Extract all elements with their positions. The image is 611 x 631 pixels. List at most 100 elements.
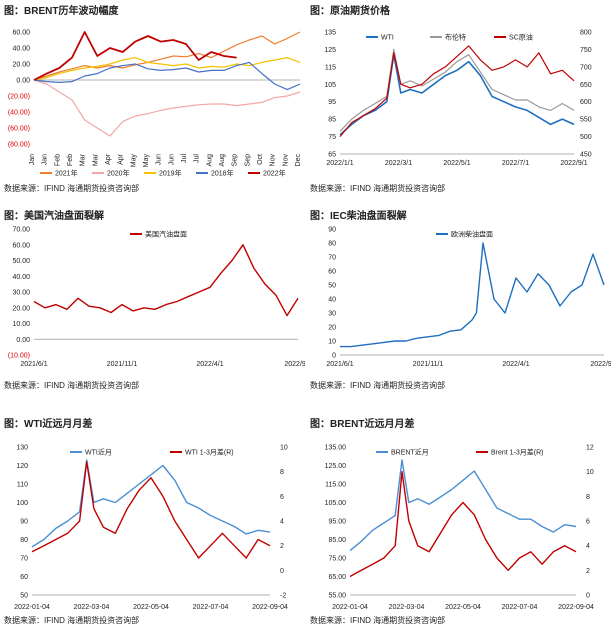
- y-tick-label: 85.00: [328, 537, 346, 544]
- y-tick-label: 60: [20, 574, 28, 581]
- y2-tick-label: 2: [586, 568, 590, 575]
- x-tick-label: 2022/7/1: [502, 160, 529, 167]
- y2-tick-label: 8: [586, 494, 590, 501]
- y-tick-label: 20: [328, 325, 336, 332]
- legend-label-0: 美国汽油盘面: [145, 230, 187, 239]
- y-tick-label: 40.00: [12, 46, 30, 53]
- x-tick-label: 2022/9/1: [284, 361, 305, 368]
- y2-tick-label: 2: [280, 543, 284, 550]
- x-tick-label: Dec: [295, 154, 302, 167]
- x-tick-label: 2021/6/1: [20, 361, 47, 368]
- x-tick-label: Sep: [244, 154, 251, 167]
- chart-iec-diesel-crack: 0 10 20 30 40 50 60 70 80 90 2021/6/1 2021/11/1 2022…: [326, 227, 611, 369]
- panel-brent-volatility: 图：BRENT历年波动幅度 (80.00) (60.00) (40.00) (20.0…: [0, 2, 305, 202]
- x-tick-label: 2022-01-04: [14, 604, 50, 611]
- y2-tick-label: 450: [580, 152, 592, 159]
- y2-tick-label: 0: [280, 568, 284, 575]
- x-tick-label: Apr: [105, 153, 112, 165]
- y-tick-label: (40.00): [8, 110, 30, 117]
- panel-source: 数据来源：IFIND 海通期货投资咨询部: [310, 616, 446, 625]
- series-line-1: [339, 48, 575, 132]
- panel-iec-diesel-crack: 图：IEC柴油盘面裂解 0 10 20 30 40 50 60 70 80 90 2021/6/1 2…: [306, 207, 611, 395]
- y2-tick-label: 650: [580, 82, 592, 89]
- y-tick-label: 115.00: [325, 482, 346, 489]
- panel-crude-futures-price: 图：原油期货价格 65 75 85 95 105 115 125 135 450 500 550 60…: [306, 2, 611, 202]
- legend-label-4: 2022年: [263, 169, 286, 178]
- y2-tick-label: 4: [280, 519, 284, 526]
- x-tick-label: Jun: [156, 154, 163, 165]
- legend-label-2: 2019年: [159, 169, 182, 178]
- y2-tick-label: 12: [586, 445, 594, 452]
- y-tick-label: 50: [328, 283, 336, 290]
- series-line-3: [33, 61, 301, 91]
- series-line-1: [349, 471, 577, 578]
- y-tick-label: 125.00: [325, 463, 347, 470]
- y-tick-label: 0: [332, 353, 336, 360]
- panel-title: 图：WTI近远月月差: [4, 419, 93, 430]
- x-tick-label: 2021/6/1: [326, 361, 353, 368]
- x-tick-label: 2022/5/1: [443, 160, 470, 167]
- x-tick-label: Aug: [206, 154, 213, 167]
- y-tick-label: 105.00: [325, 500, 347, 507]
- y-tick-label: 95: [328, 99, 336, 106]
- chart-wti-spread: 50 60 70 80 90 100 110 120 130 -2 0 2 4 6 8 10 2022-01-0…: [14, 445, 288, 612]
- y-tick-label: 60.00: [12, 30, 30, 37]
- x-tick-label: Jan: [42, 154, 49, 165]
- legend-label-0: WTI近月: [85, 448, 112, 457]
- series-line-1: [33, 79, 301, 137]
- x-tick-label: Nov: [282, 154, 289, 167]
- x-tick-label: 2022-03-04: [74, 604, 110, 611]
- x-tick-label: Oct: [257, 154, 264, 165]
- chart-crude-futures-price: 65 75 85 95 105 115 125 135 450 500 550 600 650 700 75…: [324, 30, 592, 168]
- y2-tick-label: 10: [586, 469, 594, 476]
- series-line-1: [31, 461, 271, 559]
- x-tick-label: Jul: [181, 154, 188, 163]
- legend-label-1: 2020年: [107, 169, 130, 178]
- panel-title: 图：BRENT历年波动幅度: [4, 6, 119, 17]
- y-tick-label: 95.00: [328, 519, 346, 526]
- x-tick-label: Aug: [219, 154, 226, 167]
- x-tick-label: 2022-01-04: [332, 604, 368, 611]
- y2-tick-label: 750: [580, 47, 592, 54]
- legend-label-0: WTI: [381, 35, 394, 42]
- x-tick-label: Mar: [92, 153, 99, 166]
- y-tick-label: 10: [328, 339, 336, 346]
- y2-tick-label: 700: [580, 64, 592, 71]
- y-tick-label: 130: [16, 445, 28, 452]
- y-tick-label: 100: [16, 500, 28, 507]
- y-tick-label: (60.00): [8, 126, 30, 133]
- y-tick-label: 40.00: [12, 274, 30, 281]
- x-tick-label: Sep: [232, 154, 239, 167]
- chart-brent-volatility: (80.00) (60.00) (40.00) (20.00) 0.00 20.00 40.…: [8, 30, 302, 178]
- y2-tick-label: 6: [586, 519, 590, 526]
- x-tick-label: 2022-05-04: [445, 604, 481, 611]
- x-tick-label: Feb: [54, 154, 61, 166]
- legend-label-2: SC原油: [509, 33, 533, 42]
- panel-title: 图：IEC柴油盘面裂解: [310, 211, 407, 222]
- y-tick-label: 135.00: [325, 445, 347, 452]
- y-tick-label: 20.00: [12, 62, 30, 69]
- x-tick-label: Jan: [29, 154, 36, 165]
- y2-tick-label: 6: [280, 494, 284, 501]
- y-tick-label: 20.00: [12, 305, 30, 312]
- x-tick-label: 2022-05-04: [133, 604, 169, 611]
- y-tick-label: 110: [17, 482, 28, 489]
- legend-label-1: Brent 1-3月差(R): [491, 448, 544, 457]
- panel-source: 数据来源：IFIND 海通期货投资咨询部: [4, 184, 140, 193]
- x-tick-label: Apr: [118, 153, 125, 165]
- y-tick-label: 80: [20, 537, 28, 544]
- y-tick-label: 85: [328, 117, 336, 124]
- y2-tick-label: 0: [586, 593, 590, 600]
- y-tick-label: (20.00): [8, 94, 30, 101]
- series-line-0: [31, 459, 271, 548]
- legend-label-1: 布伦特: [445, 33, 466, 42]
- y-tick-label: 115: [325, 64, 336, 71]
- legend-label-0: 2021年: [55, 169, 78, 178]
- y-tick-label: 60.00: [12, 242, 30, 249]
- x-tick-label: 2022/3/1: [385, 160, 412, 167]
- panel-brent-spread: 图：BRENT近远月月差 55.00 65.00 75.00 85.00 95.00 10…: [306, 415, 611, 629]
- panel-title: 图：原油期货价格: [310, 6, 390, 17]
- panel-source: 数据来源：IFIND 海通期货投资咨询部: [4, 616, 140, 625]
- y-tick-label: 0.00: [16, 78, 30, 85]
- y-tick-label: 70: [328, 255, 336, 262]
